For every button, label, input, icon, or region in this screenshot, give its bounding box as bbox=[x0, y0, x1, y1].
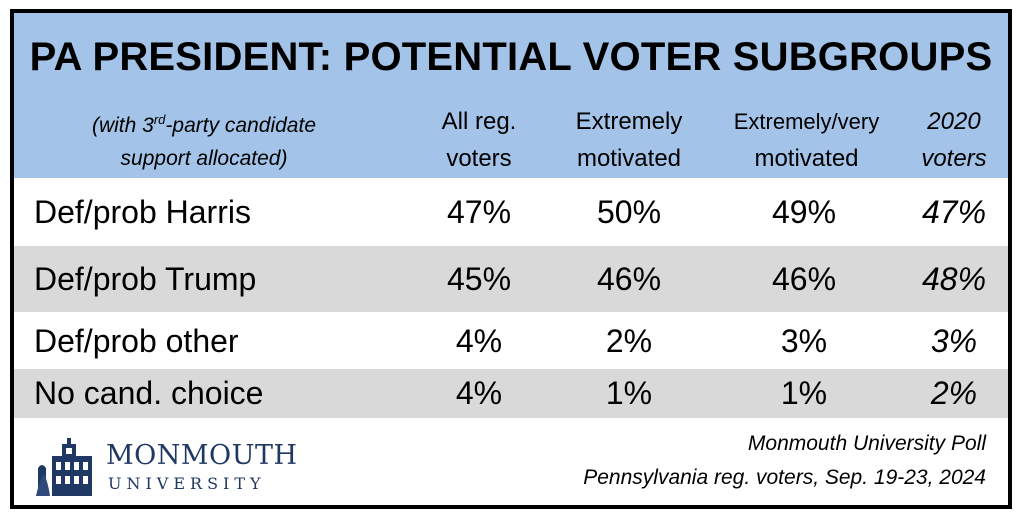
logo-line-1: MONMOUTH bbox=[106, 440, 298, 471]
table-row: Def/prob other 4% 2% 3% 3% bbox=[14, 312, 1008, 369]
value-cell: 45% bbox=[446, 261, 512, 297]
value-cell: 46% bbox=[771, 261, 837, 297]
value-cell: 49% bbox=[771, 194, 837, 230]
table-row: No cand. choice 4% 1% 1% 2% bbox=[14, 369, 1008, 418]
column-header-2020-voters: 2020 voters bbox=[921, 108, 987, 172]
source-line-1: Monmouth University Poll bbox=[747, 432, 986, 455]
value-cell: 2% bbox=[605, 323, 653, 359]
column-header-extremely-motivated: Extremely motivated bbox=[575, 108, 683, 172]
value-cell: 1% bbox=[605, 375, 653, 411]
value-cell: 4% bbox=[455, 323, 503, 359]
row-label: No cand. choice bbox=[34, 375, 264, 411]
value-cell: 4% bbox=[455, 375, 503, 411]
footer: MONMOUTH UNIVERSITY Monmouth University … bbox=[14, 418, 1008, 505]
table-row: Def/prob Trump 45% 46% 46% 48% bbox=[14, 246, 1008, 312]
value-cell: 3% bbox=[780, 323, 828, 359]
value-cell: 3% bbox=[930, 323, 978, 359]
university-building-icon bbox=[34, 438, 98, 498]
value-cell: 47% bbox=[921, 194, 987, 230]
chart-title: PA PRESIDENT: POTENTIAL VOTER SUBGROUPS bbox=[29, 35, 993, 79]
row-label: Def/prob Trump bbox=[34, 261, 257, 297]
column-header-extremely-very-motivated: Extremely/very motivated bbox=[733, 109, 880, 172]
note-line-1: (with 3rd-party candidate bbox=[91, 112, 316, 137]
value-cell: 2% bbox=[930, 375, 978, 411]
table-row: Def/prob Harris 47% 50% 49% 47% bbox=[14, 178, 1008, 246]
value-cell: 48% bbox=[921, 261, 987, 297]
note-line-2: support allocated) bbox=[120, 147, 288, 170]
table-header: PA PRESIDENT: POTENTIAL VOTER SUBGROUPS … bbox=[14, 13, 1008, 178]
row-label: Def/prob Harris bbox=[34, 194, 251, 230]
value-cell: 1% bbox=[780, 375, 828, 411]
row-label: Def/prob other bbox=[34, 323, 239, 359]
column-header-all-reg-voters: All reg. voters bbox=[441, 108, 517, 172]
value-cell: 47% bbox=[446, 194, 512, 230]
value-cell: 46% bbox=[596, 261, 662, 297]
value-cell: 50% bbox=[596, 194, 662, 230]
source-line-2: Pennsylvania reg. voters, Sep. 19-23, 20… bbox=[583, 466, 986, 489]
chart-frame: PA PRESIDENT: POTENTIAL VOTER SUBGROUPS … bbox=[10, 9, 1012, 509]
allocation-note: (with 3rd-party candidate support alloca… bbox=[54, 109, 354, 175]
logo-line-2: UNIVERSITY bbox=[108, 474, 266, 493]
monmouth-logo: MONMOUTH UNIVERSITY bbox=[34, 438, 297, 498]
